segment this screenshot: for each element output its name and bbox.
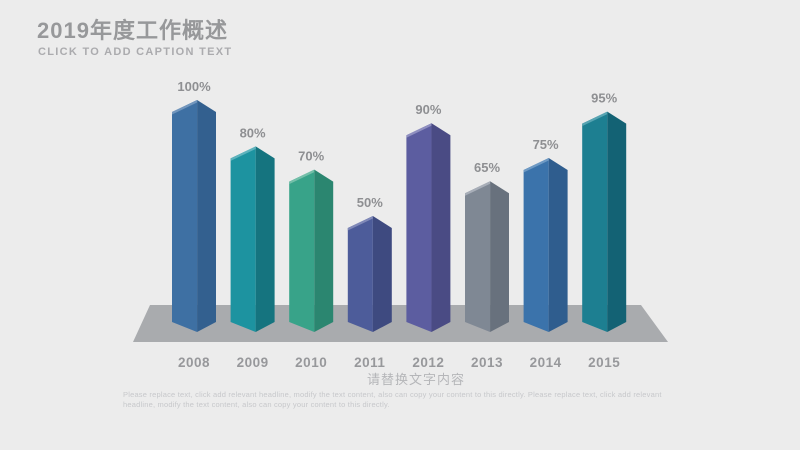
bar-2013-right-face [490, 181, 509, 332]
chart-caption: 请替换文字内容 [366, 372, 465, 387]
bar-2008-left-face [172, 100, 198, 332]
bar-2014: 75% 2014 [523, 137, 568, 370]
value-label-2013: 65% [474, 160, 500, 175]
category-label-2015: 2015 [588, 355, 620, 370]
bar-2015: 95% 2015 [582, 91, 627, 370]
bar-2008-right-face [197, 100, 216, 332]
bar-2014-right-face [548, 158, 568, 332]
bar-2010-top-edge-highlight [289, 169, 315, 185]
slide-title: 2019年度工作概述 [37, 18, 228, 43]
value-label-2014: 75% [533, 137, 559, 152]
value-label-2010: 70% [298, 149, 324, 164]
category-label-2014: 2014 [530, 355, 562, 370]
bar-2012: 90% 2012 [406, 102, 451, 370]
value-label-2011: 50% [357, 195, 383, 210]
bar-2015-left-face [582, 111, 608, 332]
value-label-2015: 95% [591, 91, 617, 106]
bar-2011: 50% 2011 [347, 195, 392, 370]
value-label-2012: 90% [415, 102, 441, 117]
bar-2015-right-face [607, 111, 627, 332]
category-label-2010: 2010 [295, 355, 327, 370]
bar-2010: 70% 2010 [289, 149, 334, 370]
bar-2013-top-edge-highlight [465, 181, 491, 196]
bar-2012-top-edge-highlight [406, 123, 432, 138]
bar-2010-left-face [289, 169, 315, 332]
category-label-2008: 2008 [178, 355, 210, 370]
bar-2008: 100% 2008 [172, 79, 216, 370]
category-label-2012: 2012 [412, 355, 444, 370]
bar-2013-left-face [465, 181, 491, 332]
slide-subtitle: CLICK TO ADD CAPTION TEXT [38, 46, 233, 58]
bar-2014-top-edge-highlight [523, 158, 549, 173]
category-label-2009: 2009 [237, 355, 269, 370]
bar-2009-top-edge-highlight [230, 146, 256, 161]
bar-2008-top-edge-highlight [172, 100, 198, 115]
bar-2009-left-face [230, 146, 256, 332]
value-label-2009: 80% [240, 125, 266, 140]
bar-2010-right-face [314, 169, 334, 332]
category-label-2011: 2011 [354, 355, 385, 370]
bar-2013: 65% 2013 [465, 160, 509, 370]
bar-2015-top-edge-highlight [582, 111, 608, 127]
bar-2014-left-face [523, 158, 549, 332]
bar-2011-left-face [347, 216, 373, 332]
bar-2011-top-edge-highlight [347, 216, 373, 231]
placeholder-paragraph: Please replace text, click add relevant … [123, 390, 662, 409]
bar-2009-right-face [255, 146, 275, 332]
bar-2012-left-face [406, 123, 432, 332]
value-label-2008: 100% [177, 79, 211, 94]
bar-2012-right-face [431, 123, 451, 332]
bar-2011-right-face [372, 216, 392, 332]
category-label-2013: 2013 [471, 355, 503, 370]
bar-2009: 80% 2009 [230, 125, 275, 370]
